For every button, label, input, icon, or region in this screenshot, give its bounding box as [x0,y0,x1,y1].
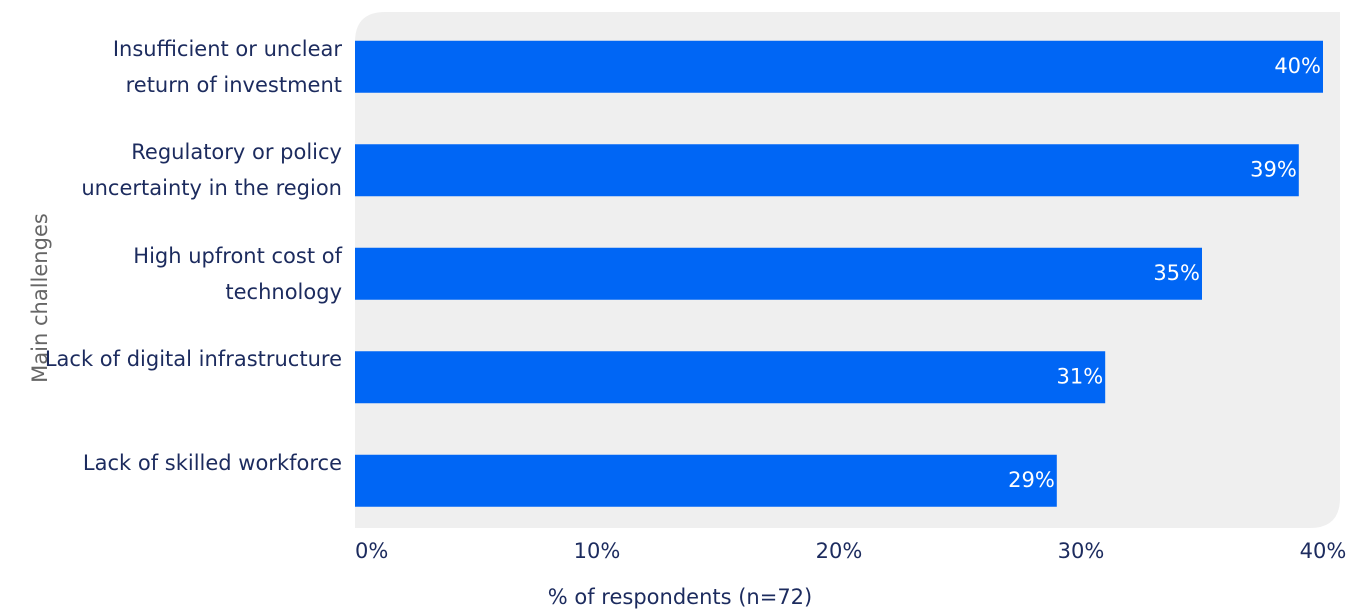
bar [355,247,1202,300]
x-axis-title: % of respondents (n=72) [548,585,813,609]
x-tick-label: 10% [574,539,621,563]
data-label: 29% [1008,468,1055,492]
y-tick-label: Lack of skilled workforce [82,450,342,475]
x-tick-label: 30% [1058,539,1105,563]
bar [355,454,1057,507]
x-tick-label: 0% [355,539,388,563]
data-label: 31% [1057,364,1104,388]
y-tick-label: High upfront cost of technology [133,243,342,304]
bar [355,351,1106,404]
y-tick-label: Regulatory or policy uncertainty in the … [81,140,342,201]
data-label: 35% [1153,261,1200,285]
data-label: 39% [1250,157,1297,181]
data-label: 40% [1274,54,1321,78]
bar [355,40,1323,93]
y-tick-label: Insufficient or unclear return of invest… [112,36,342,97]
y-tick-label: Lack of digital infrastructure [44,347,342,372]
bar [355,144,1299,197]
x-tick-label: 20% [816,539,863,563]
x-tick-label: 40% [1300,539,1347,563]
